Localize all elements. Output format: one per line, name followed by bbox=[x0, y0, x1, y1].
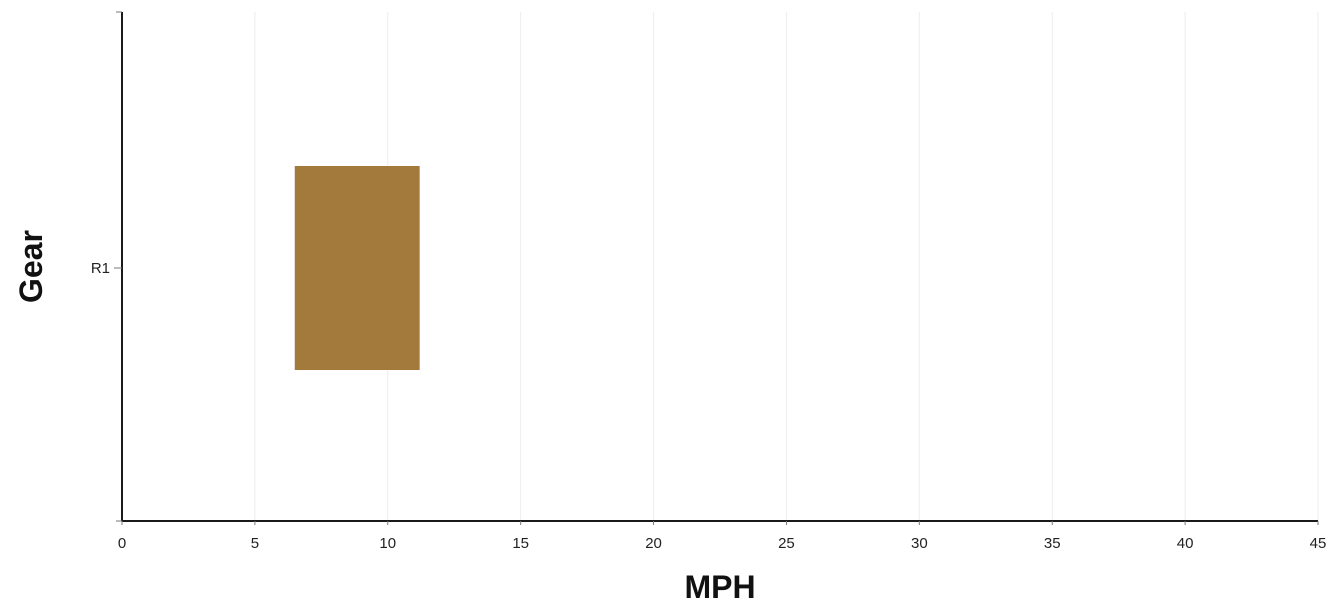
x-axis-ticks: 0 5 10 15 20 25 30 35 40 45 bbox=[118, 521, 1327, 552]
x-tick-label: 20 bbox=[645, 535, 662, 552]
x-tick-label: 40 bbox=[1177, 535, 1194, 552]
axes bbox=[121, 12, 1318, 522]
range-bars bbox=[294, 166, 420, 370]
x-tick-label: 45 bbox=[1310, 535, 1327, 552]
y-tick-label: R1 bbox=[91, 260, 110, 277]
x-tick-label: 25 bbox=[778, 535, 795, 552]
x-tick-label: 30 bbox=[911, 535, 928, 552]
x-tick-label: 10 bbox=[379, 535, 396, 552]
grid-lines bbox=[254, 12, 1319, 521]
x-tick-label: 35 bbox=[1044, 535, 1061, 552]
y-axis-ticks: R1 bbox=[91, 11, 122, 522]
x-tick-label: 15 bbox=[512, 535, 529, 552]
x-tick-label: 0 bbox=[118, 535, 126, 552]
y-axis-title: Gear bbox=[13, 230, 49, 303]
x-tick-label: 5 bbox=[251, 535, 259, 552]
x-axis-title: MPH bbox=[684, 569, 755, 605]
range-bar bbox=[294, 166, 420, 370]
